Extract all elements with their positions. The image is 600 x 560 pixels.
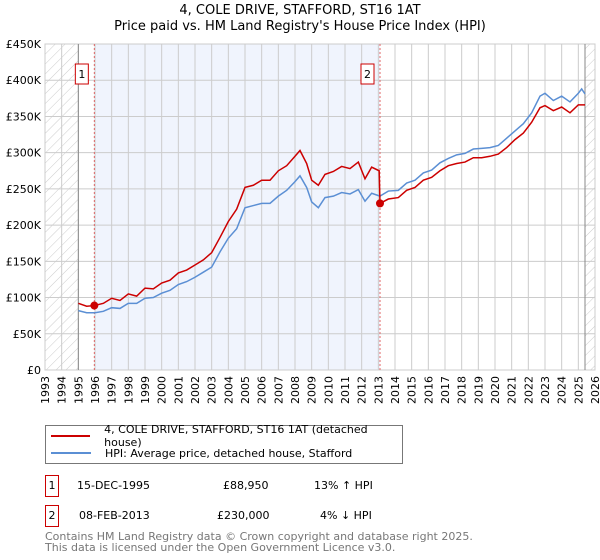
x-tick-label: 2007 xyxy=(272,376,285,404)
legend-label-property: 4, COLE DRIVE, STAFFORD, ST16 1AT (detac… xyxy=(104,423,368,449)
x-tick-label: 1993 xyxy=(39,376,52,404)
x-tick-label: 2006 xyxy=(256,376,269,404)
x-tick-label: 1996 xyxy=(89,376,102,404)
x-tick-label: 2025 xyxy=(572,376,585,404)
y-tick-label: £400K xyxy=(6,74,42,87)
x-tick-label: 1999 xyxy=(139,376,152,404)
x-tick-label: 2020 xyxy=(489,376,502,404)
legend: 4, COLE DRIVE, STAFFORD, ST16 1AT (detac… xyxy=(45,423,403,464)
y-tick-label: £200K xyxy=(6,219,42,232)
x-tick-label: 2002 xyxy=(189,376,202,404)
table-row: 2 08-FEB-2013 £230,000 4% ↓ HPI xyxy=(45,505,372,527)
x-tick-label: 2003 xyxy=(206,376,219,404)
x-tick-label: 1997 xyxy=(106,376,119,404)
sale-label: 2 xyxy=(364,68,371,81)
footer-copyright: Contains HM Land Registry data © Crown c… xyxy=(45,530,473,543)
y-tick-label: £450K xyxy=(6,38,42,51)
y-tick-label: £250K xyxy=(6,183,42,196)
x-tick-label: 2018 xyxy=(456,376,469,404)
property-price-line xyxy=(78,104,585,308)
sale-point xyxy=(376,199,384,208)
chart-subtitle: Price paid vs. HM Land Registry's House … xyxy=(114,19,486,34)
x-tick-label: 1994 xyxy=(56,376,69,404)
y-tick-label: £300K xyxy=(6,147,42,160)
x-tick-label: 2022 xyxy=(522,376,535,404)
sale-hpi: 4% ↓ HPI xyxy=(320,509,372,522)
x-tick-label: 2024 xyxy=(556,376,569,404)
x-tick-label: 2011 xyxy=(339,376,352,404)
price-chart: 1993 1994 1995 1996 1997 1998 1999 2000 2001 2002… xyxy=(6,38,600,404)
table-row: 1 15-DEC-1995 £88,950 13% ↑ HPI xyxy=(45,475,373,497)
x-tick-label: 2010 xyxy=(322,376,335,404)
legend-blue-line xyxy=(51,452,91,454)
legend-label-hpi: HPI: Average price, detached house, Staf… xyxy=(105,446,353,460)
x-tick-label: 2009 xyxy=(306,376,319,404)
legend-red-line xyxy=(51,435,91,437)
x-tick-label: 2000 xyxy=(156,376,169,404)
x-tick-label: 2012 xyxy=(356,376,369,404)
x-tick-label: 2016 xyxy=(422,376,435,404)
x-tick-label: 1998 xyxy=(122,376,135,404)
sale-badge: 2 xyxy=(45,505,59,527)
x-tick-label: 2021 xyxy=(506,376,519,404)
sale-label: 1 xyxy=(78,68,85,81)
x-tick-label: 2015 xyxy=(406,376,419,404)
x-tick-label: 2001 xyxy=(172,376,185,404)
x-tick-label: 2008 xyxy=(289,376,302,404)
sale-label-box xyxy=(74,63,89,85)
sale-label-box xyxy=(360,63,375,85)
sale-point xyxy=(90,301,99,310)
y-tick-label: £0 xyxy=(27,364,41,377)
sale-price: £88,950 xyxy=(223,479,269,492)
y-tick-label: £350K xyxy=(6,110,42,123)
x-tick-label: 2013 xyxy=(372,376,385,404)
y-tick-label: £150K xyxy=(6,255,42,268)
x-tick-label: 2023 xyxy=(539,376,552,404)
y-tick-label: £50K xyxy=(13,328,42,341)
sale-hpi: 13% ↑ HPI xyxy=(314,479,373,492)
x-tick-label: 2005 xyxy=(239,376,252,404)
x-tick-label: 2014 xyxy=(389,376,402,404)
x-tick-label: 2017 xyxy=(439,376,452,404)
sale-badge: 1 xyxy=(45,475,59,497)
x-tick-label: 1995 xyxy=(72,376,85,404)
hpi-line xyxy=(78,87,586,314)
x-tick-label: 2004 xyxy=(222,376,235,404)
no-data-hatch-right xyxy=(585,44,595,370)
sale-date: 08-FEB-2013 xyxy=(79,509,150,522)
sale-date: 15-DEC-1995 xyxy=(77,479,151,492)
sale-price: £230,000 xyxy=(217,509,270,522)
chart-title: 4, COLE DRIVE, STAFFORD, ST16 1AT xyxy=(179,3,421,18)
x-tick-label: 2026 xyxy=(589,376,600,404)
footer-licence: This data is licensed under the Open Gov… xyxy=(45,541,396,554)
x-tick-label: 2019 xyxy=(472,376,485,404)
y-tick-label: £100K xyxy=(6,292,42,305)
